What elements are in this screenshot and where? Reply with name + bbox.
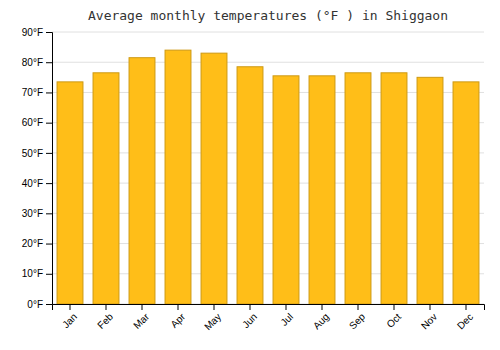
x-tick: Apr: [168, 304, 187, 330]
tick-mark: [46, 92, 52, 93]
bar: [57, 82, 83, 304]
axis-line: [53, 305, 485, 311]
tick-mark: [178, 304, 179, 310]
tick-mark: [358, 304, 359, 310]
tick-mark: [46, 274, 52, 275]
tick-mark: [394, 304, 395, 310]
bars: [57, 50, 479, 304]
x-tick: Jul: [278, 304, 295, 328]
tick-mark: [46, 123, 52, 124]
tick-label: Jan: [60, 311, 79, 330]
y-axis: 0°F 10°F 20°F 30°F 40°F 50°F 60°F 70°F 80°F 90°F: [22, 27, 53, 310]
x-tick: Dec: [455, 304, 475, 331]
bar: [129, 58, 155, 304]
y-tick: 50°F: [22, 148, 52, 159]
chart-svg: 0°F 10°F 20°F 30°F 40°F 50°F 60°F 70°F 80°F 90°F J…: [0, 0, 500, 350]
tick-label: Sep: [347, 311, 368, 332]
x-tick: Sep: [347, 304, 368, 331]
tick-label: 60°F: [22, 117, 43, 128]
y-tick: 20°F: [22, 238, 52, 249]
tick-label: Jun: [240, 311, 259, 330]
y-tick: 60°F: [22, 117, 52, 128]
tick-label: Apr: [168, 311, 187, 330]
bar: [309, 76, 335, 304]
tick-mark: [46, 153, 52, 154]
tick-label: 90°F: [22, 27, 43, 38]
bar: [381, 73, 407, 304]
tick-mark: [70, 304, 71, 310]
y-tick: 70°F: [22, 87, 52, 98]
y-tick: 90°F: [22, 27, 52, 38]
grid-line: [52, 62, 484, 63]
tick-label: 0°F: [27, 299, 43, 310]
bar: [237, 67, 263, 304]
title: Average monthly temperatures (°F ) in Sh…: [88, 8, 448, 23]
tick-label: 80°F: [22, 57, 43, 68]
bar: [417, 77, 443, 304]
tick-mark: [250, 304, 251, 310]
bar: [93, 73, 119, 304]
tick-label: 10°F: [22, 268, 43, 279]
tick-label: 20°F: [22, 238, 43, 249]
tick-label: Nov: [419, 311, 439, 331]
bar: [273, 76, 299, 304]
tick-mark: [46, 183, 52, 184]
y-tick: 80°F: [22, 57, 52, 68]
tick-label: Jul: [278, 311, 295, 328]
y-tick: 30°F: [22, 208, 52, 219]
y-tick: 40°F: [22, 178, 52, 189]
bar: [165, 50, 191, 304]
x-tick: Oct: [384, 304, 403, 330]
y-tick: 0°F: [27, 299, 52, 310]
bar: [201, 53, 227, 304]
axis-line: [46, 33, 53, 305]
chart-container: 0°F 10°F 20°F 30°F 40°F 50°F 60°F 70°F 80°F 90°F J…: [0, 0, 500, 350]
tick-label: 50°F: [22, 148, 43, 159]
tick-label: Mar: [131, 311, 151, 331]
x-axis: Jan Feb Mar Apr May Jun Jul Aug Sep Oct Nov Dec: [53, 304, 485, 332]
x-tick: Jan: [60, 304, 79, 330]
tick-label: Dec: [455, 311, 475, 331]
tick-mark: [214, 304, 215, 310]
x-tick: Feb: [95, 304, 115, 331]
tick-mark: [286, 304, 287, 310]
tick-mark: [322, 304, 323, 310]
tick-mark: [46, 62, 52, 63]
tick-label: 30°F: [22, 208, 43, 219]
x-tick: Mar: [131, 304, 151, 331]
y-tick: 10°F: [22, 268, 52, 279]
tick-mark: [142, 304, 143, 310]
tick-label: 40°F: [22, 178, 43, 189]
tick-label: May: [202, 311, 223, 332]
tick-mark: [466, 304, 467, 310]
tick-mark: [430, 304, 431, 310]
tick-mark: [46, 32, 52, 33]
tick-mark: [46, 213, 52, 214]
tick-mark: [106, 304, 107, 310]
x-tick: Nov: [419, 304, 439, 331]
grid-line: [52, 32, 484, 33]
bar: [453, 82, 479, 304]
tick-label: Feb: [95, 311, 115, 331]
x-tick: Jun: [240, 304, 259, 330]
tick-label: 70°F: [22, 87, 43, 98]
tick-mark: [46, 304, 52, 305]
x-tick: May: [202, 304, 223, 332]
x-tick: Aug: [311, 304, 331, 331]
tick-label: Aug: [311, 311, 331, 331]
bar: [345, 73, 371, 304]
plot: 0°F 10°F 20°F 30°F 40°F 50°F 60°F 70°F 80°F 90°F J…: [22, 27, 485, 333]
grid: [52, 32, 484, 304]
tick-mark: [46, 244, 52, 245]
tick-label: Oct: [384, 311, 403, 330]
